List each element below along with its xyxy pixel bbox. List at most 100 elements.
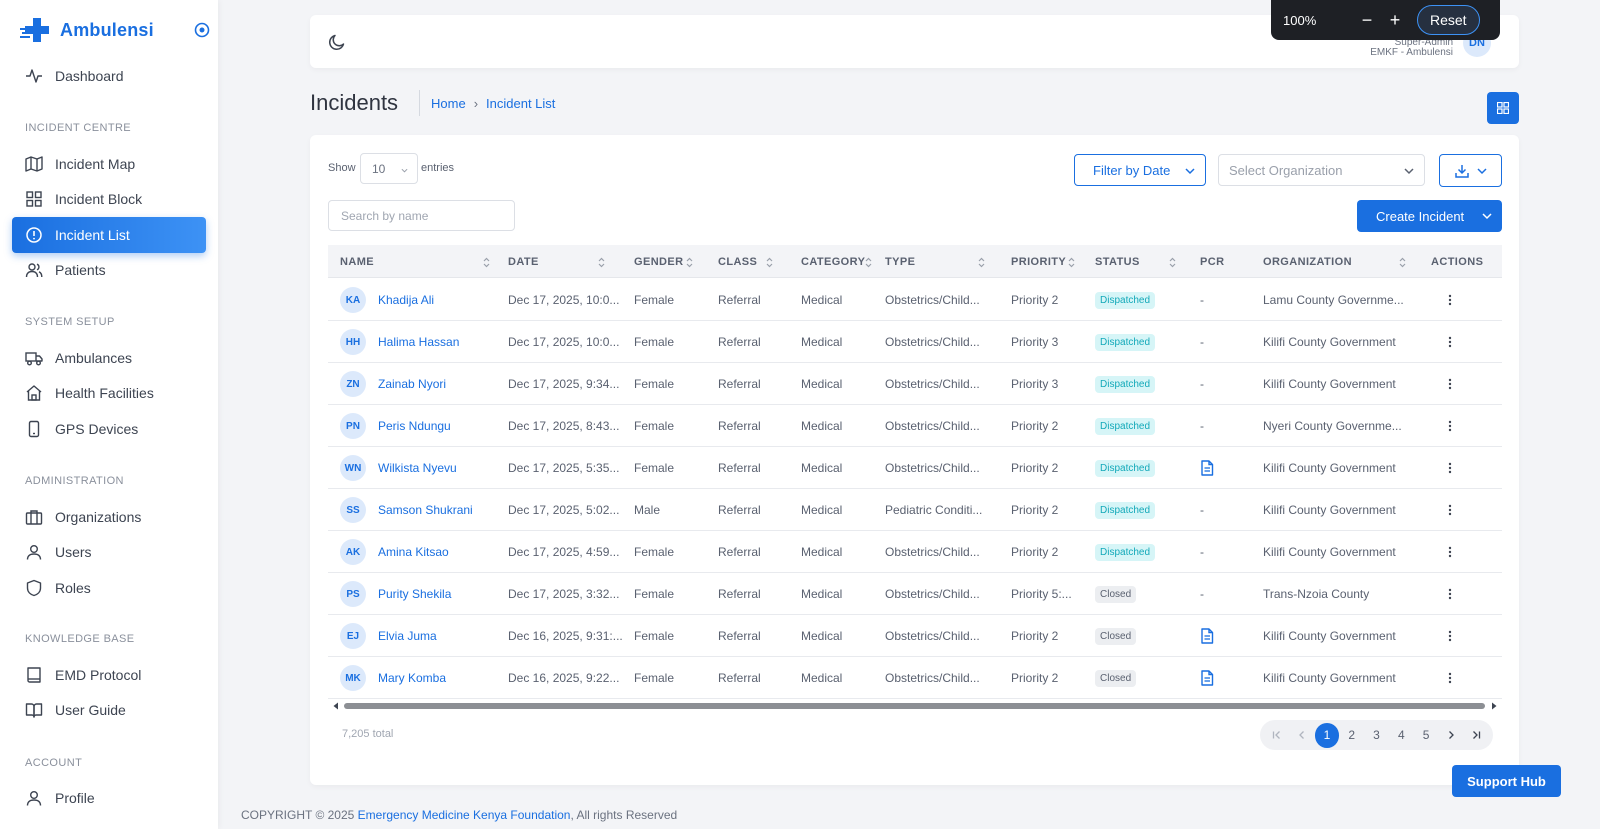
table-row[interactable]: ZN Zainab Nyori Dec 17, 2025, 9:34... Femal… <box>328 363 1502 405</box>
column-header-class[interactable]: CLASS <box>718 245 773 278</box>
more-vertical-icon[interactable] <box>1448 462 1452 474</box>
scrollbar-thumb[interactable] <box>344 703 1485 709</box>
horizontal-scrollbar[interactable] <box>328 701 1502 711</box>
cell-name[interactable]: EJ Elvia Juma <box>340 615 500 657</box>
sidebar-item-incident-list[interactable]: Incident List <box>12 217 206 253</box>
entries-select[interactable]: 10 <box>360 153 418 184</box>
foundation-link[interactable]: Emergency Medicine Kenya Foundation <box>357 808 571 822</box>
more-vertical-icon[interactable] <box>1448 546 1452 558</box>
create-incident-button[interactable]: Create Incident <box>1357 200 1502 232</box>
column-header-name[interactable]: NAME <box>340 245 490 278</box>
table-row[interactable]: HH Halima Hassan Dec 17, 2025, 10:0... Fema… <box>328 321 1502 363</box>
first-page-button[interactable] <box>1265 723 1290 748</box>
more-vertical-icon[interactable] <box>1448 294 1452 306</box>
column-header-gender[interactable]: GENDER <box>634 245 693 278</box>
zoom-in-button[interactable]: + <box>1389 9 1401 30</box>
next-page-button[interactable] <box>1438 723 1463 748</box>
support-hub-button[interactable]: Support Hub <box>1452 765 1561 797</box>
document-icon[interactable] <box>1200 460 1214 476</box>
sidebar-item-organizations[interactable]: Organizations <box>12 499 206 535</box>
zoom-reset-button[interactable]: Reset <box>1417 5 1480 35</box>
patient-name-link[interactable]: Halima Hassan <box>378 335 460 349</box>
page-button-1[interactable]: 1 <box>1314 722 1340 748</box>
scroll-left-icon[interactable] <box>332 702 340 710</box>
brand[interactable]: Ambulensi <box>20 16 210 44</box>
cell-name[interactable]: WN Wilkista Nyevu <box>340 447 500 489</box>
page-button-5[interactable]: 5 <box>1422 728 1430 742</box>
sidebar-item-user-guide[interactable]: User Guide <box>12 692 206 728</box>
table-row[interactable]: AK Amina Kitsao Dec 17, 2025, 4:59... Femal… <box>328 531 1502 573</box>
cell-name[interactable]: KA Khadija Ali <box>340 279 500 321</box>
cell-pcr[interactable] <box>1200 657 1250 699</box>
patient-name-link[interactable]: Wilkista Nyevu <box>378 461 457 475</box>
more-vertical-icon[interactable] <box>1448 630 1452 642</box>
column-header-date[interactable]: DATE <box>508 245 605 278</box>
patient-name-link[interactable]: Khadija Ali <box>378 293 435 307</box>
more-vertical-icon[interactable] <box>1448 336 1452 348</box>
more-vertical-icon[interactable] <box>1448 420 1452 432</box>
sidebar-item-roles[interactable]: Roles <box>12 570 206 606</box>
more-vertical-icon[interactable] <box>1448 378 1452 390</box>
patient-name-link[interactable]: Amina Kitsao <box>378 545 449 559</box>
cell-name[interactable]: PS Purity Shekila <box>340 573 500 615</box>
cell-name[interactable]: AK Amina Kitsao <box>340 531 500 573</box>
table-row[interactable]: EJ Elvia Juma Dec 16, 2025, 9:31:... Female… <box>328 615 1502 657</box>
sidebar-item-health-facilities[interactable]: Health Facilities <box>12 375 206 411</box>
table-row[interactable]: SS Samson Shukrani Dec 17, 2025, 5:02... Ma… <box>328 489 1502 531</box>
column-header-organization[interactable]: ORGANIZATION <box>1263 245 1406 278</box>
grid-view-button[interactable] <box>1487 92 1519 124</box>
column-header-priority[interactable]: PRIORITY <box>1011 245 1075 278</box>
patient-name-link[interactable]: Mary Komba <box>378 671 447 685</box>
table-row[interactable]: MK Mary Komba Dec 16, 2025, 9:22... Female R… <box>328 657 1502 699</box>
export-button[interactable] <box>1439 154 1502 187</box>
search-input[interactable] <box>328 200 515 231</box>
sidebar-item-gps-devices[interactable]: GPS Devices <box>12 411 206 447</box>
patient-name-link[interactable]: Elvia Juma <box>378 629 437 643</box>
more-vertical-icon[interactable] <box>1448 672 1452 684</box>
sidebar-item-profile[interactable]: Profile <box>12 780 206 816</box>
sidebar-item-dashboard[interactable]: Dashboard <box>12 58 206 94</box>
page-button-3[interactable]: 3 <box>1373 728 1380 742</box>
sidebar-item-incident-map[interactable]: Incident Map <box>12 146 206 182</box>
table-row[interactable]: WN Wilkista Nyevu Dec 17, 2025, 5:35... Fem… <box>328 447 1502 489</box>
table-row[interactable]: KA Khadija Ali Dec 17, 2025, 10:0... Female… <box>328 279 1502 321</box>
cell-pcr[interactable] <box>1200 447 1250 489</box>
patient-name-link[interactable]: Samson Shukrani <box>378 503 473 517</box>
last-page-button[interactable] <box>1463 723 1488 748</box>
table-row[interactable]: PN Peris Ndungu Dec 17, 2025, 8:43... Femal… <box>328 405 1502 447</box>
patient-name-link[interactable]: Peris Ndungu <box>378 419 451 433</box>
column-header-status[interactable]: STATUS <box>1095 245 1176 278</box>
patient-name-link[interactable]: Zainab Nyori <box>378 377 447 391</box>
page-button-4[interactable]: 4 <box>1397 728 1405 742</box>
zoom-out-button[interactable]: − <box>1361 9 1373 30</box>
document-icon[interactable] <box>1200 670 1214 686</box>
patient-name-link[interactable]: Purity Shekila <box>378 587 452 601</box>
sidebar-item-patients[interactable]: Patients <box>12 252 206 288</box>
cell-name[interactable]: HH Halima Hassan <box>340 321 500 363</box>
cell-name[interactable]: ZN Zainab Nyori <box>340 363 500 405</box>
sidebar-item-users[interactable]: Users <box>12 534 206 570</box>
cell-type: Obstetrics/Child... <box>885 587 980 601</box>
cell-name[interactable]: SS Samson Shukrani <box>340 489 500 531</box>
sidebar-item-emd-protocol[interactable]: EMD Protocol <box>12 657 206 693</box>
organization-select[interactable]: Select Organization <box>1218 154 1425 186</box>
cell-name[interactable]: PN Peris Ndungu <box>340 405 500 447</box>
sidebar-item-incident-block[interactable]: Incident Block <box>12 181 206 217</box>
more-vertical-icon[interactable] <box>1448 504 1452 516</box>
filter-by-date-button[interactable]: Filter by Date <box>1074 154 1206 186</box>
more-vertical-icon[interactable] <box>1448 588 1452 600</box>
moon-icon[interactable] <box>328 33 346 51</box>
sidebar-item-ambulances[interactable]: Ambulances <box>12 340 206 376</box>
document-icon[interactable] <box>1200 628 1214 644</box>
column-header-type[interactable]: TYPE <box>885 245 985 278</box>
previous-page-button[interactable] <box>1290 723 1315 748</box>
cell-name[interactable]: MK Mary Komba <box>340 657 500 699</box>
collapse-sidebar-icon[interactable] <box>194 22 210 38</box>
table-row[interactable]: PS Purity Shekila Dec 17, 2025, 3:32... Fem… <box>328 573 1502 615</box>
page-button-2[interactable]: 2 <box>1348 728 1356 742</box>
cell-pcr[interactable] <box>1200 615 1250 657</box>
breadcrumb-home[interactable]: Home <box>431 96 466 111</box>
cell-status: Closed <box>1095 615 1195 657</box>
column-header-category[interactable]: CATEGORY <box>801 245 872 278</box>
scroll-right-icon[interactable] <box>1490 702 1498 710</box>
